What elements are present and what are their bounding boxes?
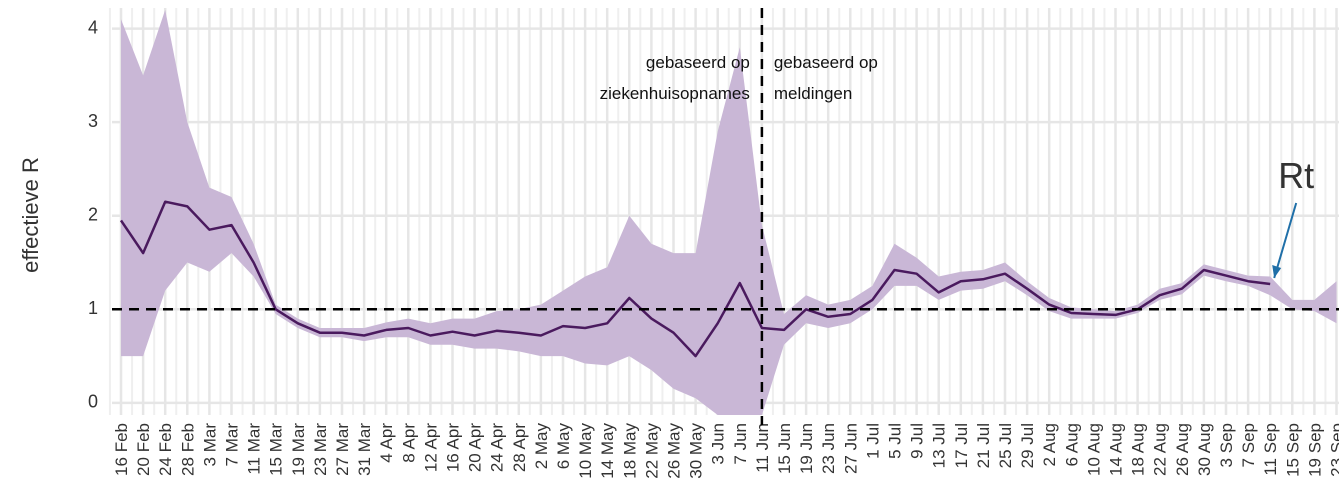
x-tick-label: 7 Mar [223, 423, 242, 467]
x-tick-label: 23 Jun [819, 423, 838, 474]
annotation-arrow [1273, 202, 1298, 279]
y-tick-label: 4 [88, 17, 98, 37]
y-tick-label: 1 [88, 298, 98, 318]
x-tick-label: 2 May [532, 423, 551, 470]
x-tick-label: 5 Jul [886, 423, 905, 459]
x-tick-label: 6 May [554, 423, 573, 470]
x-tick-label: 13 Jul [930, 423, 949, 468]
x-tick-label: 3 Mar [200, 423, 219, 467]
x-tick-label: 3 Jun [709, 423, 728, 465]
x-tick-label: 2 Aug [1040, 423, 1059, 467]
x-tick-label: 8 Apr [399, 423, 418, 463]
x-tick-label: 31 Mar [355, 423, 374, 476]
annotation: gebaseerd op [774, 53, 878, 72]
annotation: gebaseerd op [646, 53, 750, 72]
line [119, 200, 1271, 358]
series-label: Rt [1278, 155, 1314, 196]
annotation: meldingen [774, 84, 852, 103]
y-axis-label: effectieve R [18, 157, 43, 273]
x-tick-label: 19 Sep [1305, 423, 1324, 477]
x-tick-label: 1 Jul [863, 423, 882, 459]
x-tick-label: 18 May [620, 423, 639, 479]
y-tick-label: 0 [88, 392, 98, 412]
x-tick-label: 23 Sep [1328, 423, 1339, 477]
x-tick-label: 16 Feb [112, 423, 131, 476]
x-tick-label: 19 Mar [289, 423, 308, 476]
x-tick-label: 3 Sep [1217, 423, 1236, 467]
x-tick-label: 22 May [642, 423, 661, 479]
x-tick-label: 19 Jun [797, 423, 816, 474]
x-tick-label: 11 Sep [1261, 423, 1280, 476]
x-tick-label: 26 May [665, 423, 684, 479]
x-tick-label: 11 Jun [753, 423, 772, 473]
x-tick-label: 26 Aug [1173, 423, 1192, 476]
y-tick-label: 3 [88, 111, 98, 131]
x-tick-label: 9 Jul [908, 423, 927, 459]
x-tick-label: 15 Mar [267, 423, 286, 476]
x-tick-label: 6 Aug [1062, 423, 1081, 467]
x-tick-label: 12 Apr [421, 423, 440, 472]
x-tick-label: 25 Jul [996, 423, 1015, 468]
x-tick-label: 10 May [576, 423, 595, 479]
confidence-band [121, 9, 1337, 416]
x-tick-label: 27 Mar [333, 423, 352, 476]
x-tick-label: 7 Jun [731, 423, 750, 465]
x-tick-label: 24 Apr [488, 423, 507, 472]
x-tick-label: 10 Aug [1084, 423, 1103, 476]
x-tick-label: 30 Aug [1195, 423, 1214, 476]
x-tick-label: 20 Apr [466, 423, 485, 472]
x-tick-label: 7 Sep [1239, 423, 1258, 467]
x-tick-label: 18 Aug [1129, 423, 1148, 476]
x-tick-label: 21 Jul [974, 423, 993, 468]
x-tick-label: 16 Apr [444, 423, 463, 472]
x-tick-label: 22 Aug [1151, 423, 1170, 476]
x-tick-label: 23 Mar [311, 423, 330, 476]
y-tick-label: 2 [88, 204, 98, 224]
x-tick-label: 15 Sep [1283, 423, 1302, 477]
x-tick-label: 14 Aug [1107, 423, 1126, 476]
x-tick-label: 28 Apr [510, 423, 529, 472]
arrow-head [1272, 265, 1282, 279]
x-tick-label: 11 Mar [245, 423, 264, 475]
x-tick-label: 27 Jun [841, 423, 860, 474]
x-tick-label: 17 Jul [952, 423, 971, 468]
annotation: ziekenhuisopnames [600, 84, 750, 103]
x-tick-label: 14 May [598, 423, 617, 479]
x-tick-label: 4 Apr [377, 423, 396, 463]
x-tick-label: 29 Jul [1018, 423, 1037, 468]
x-tick-label: 24 Feb [156, 423, 175, 476]
x-tick-label: 15 Jun [775, 423, 794, 474]
x-tick-label: 20 Feb [134, 423, 153, 476]
x-tick-label: 28 Feb [178, 423, 197, 476]
x-tick-label: 30 May [687, 423, 706, 479]
